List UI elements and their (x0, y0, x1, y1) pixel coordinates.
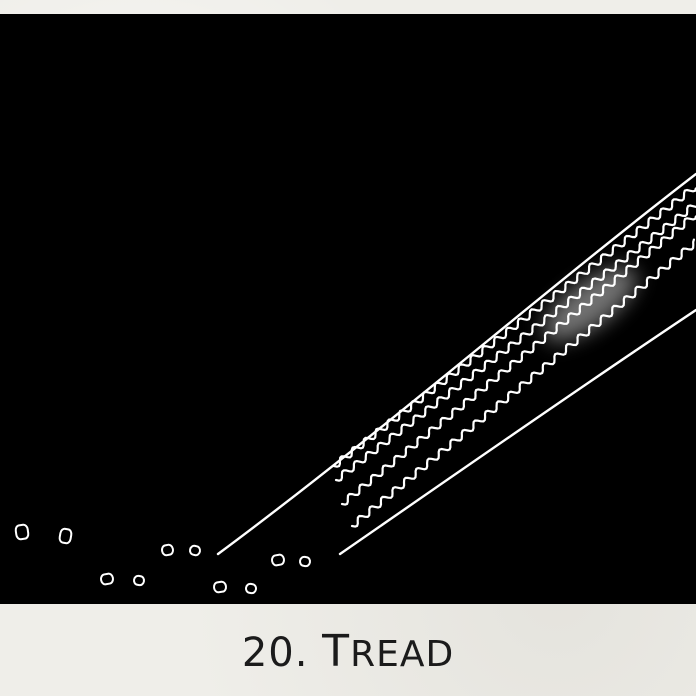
tread-wave-line-1 (332, 187, 696, 468)
tread-wave-line-4 (350, 238, 695, 528)
footprint-4 (188, 544, 202, 557)
footprint-7 (212, 580, 228, 594)
footprint-1 (14, 523, 30, 541)
tread-wave-lines (332, 187, 696, 528)
caption-number: 20. (241, 630, 309, 676)
footprint-2 (58, 527, 73, 545)
caption-title-rest: read (350, 634, 455, 675)
track-edge-lower (338, 308, 696, 556)
caption: 20. Tread (0, 622, 696, 682)
footprint-10 (298, 555, 312, 568)
footprint-8 (244, 582, 258, 595)
tread-wave-line-3 (340, 215, 696, 506)
tread-wave-line-2 (334, 204, 696, 482)
track-edge-lines (216, 172, 696, 556)
caption-title-initial: T (322, 626, 351, 677)
footprints (14, 523, 312, 595)
footprint-9 (270, 553, 286, 567)
tread-illustration (14, 172, 696, 595)
footprint-3 (160, 543, 175, 557)
footprint-5 (99, 572, 115, 586)
footprint-6 (132, 574, 146, 587)
illustration-panel (0, 14, 696, 604)
track-edge-upper (216, 172, 696, 556)
